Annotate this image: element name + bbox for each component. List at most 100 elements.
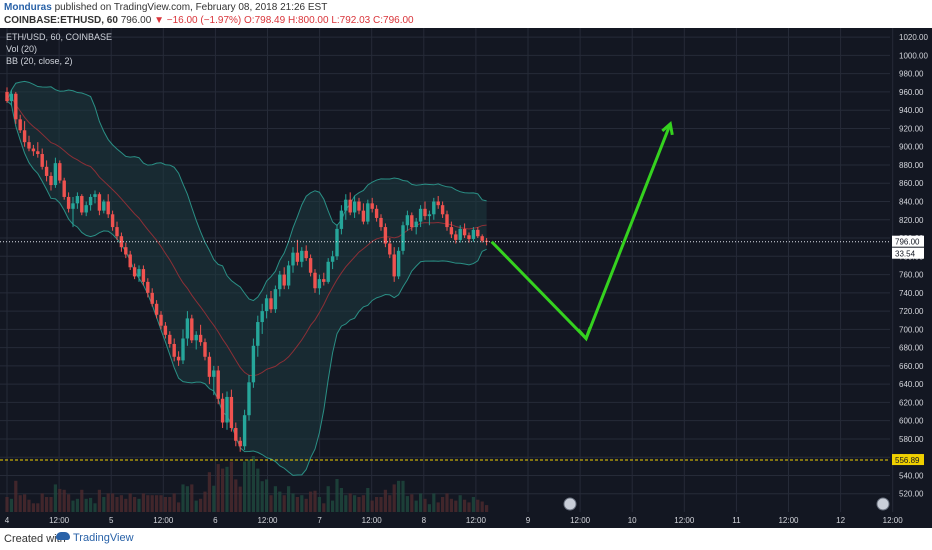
candle-body (181, 338, 185, 361)
y-tick-label: 840.00 (899, 198, 924, 207)
candle-body (44, 166, 49, 176)
volume-bar (432, 493, 436, 512)
chart-area[interactable]: 520.00540.00560.00580.00600.00620.00640.… (0, 28, 932, 528)
y-tick-label: 640.00 (899, 380, 924, 389)
candle-body (445, 214, 449, 228)
candle-body (344, 199, 348, 211)
volume-bar (238, 486, 242, 512)
volume-bar (115, 497, 119, 512)
candle-body (251, 345, 256, 383)
candle-body (418, 208, 423, 222)
candle-body (220, 398, 225, 423)
forecast-arrowhead-down (576, 326, 592, 342)
volume-bar (467, 502, 471, 512)
candle-body (212, 370, 216, 377)
volume-bar (335, 479, 339, 512)
price-change: ▼ −16.00 (−1.97%) (154, 15, 242, 26)
volume-bar (265, 479, 269, 512)
y-tick-label: 820.00 (899, 216, 924, 225)
candle-body (247, 382, 251, 416)
candle-body (339, 210, 344, 229)
x-tick-label: 12:00 (466, 516, 487, 525)
chart-footer: Created with TradingView (0, 528, 932, 550)
candle-body (115, 227, 119, 237)
candle-body (119, 236, 124, 248)
volume-bar (36, 503, 40, 512)
candle-body (36, 151, 40, 155)
candle-body (185, 318, 190, 339)
volume-bar (348, 493, 352, 512)
volume-bar (181, 484, 185, 512)
volume-bar (67, 494, 71, 512)
x-tick-label: 12:00 (49, 516, 70, 525)
candle-body (388, 243, 392, 255)
volume-bar (71, 500, 75, 512)
volume-bar (251, 456, 255, 512)
x-tick-label: 12:00 (883, 516, 904, 525)
candle-body (9, 93, 14, 102)
candle-body (440, 205, 445, 215)
candle-body (291, 252, 295, 266)
y-tick-label: 760.00 (899, 271, 924, 280)
candle-body (471, 229, 476, 239)
volume-bar (93, 503, 97, 512)
price-chart[interactable]: 520.00540.00560.00580.00600.00620.00640.… (0, 28, 932, 528)
candle-body (137, 269, 141, 277)
candle-body (203, 342, 207, 357)
volume-bar (137, 498, 141, 512)
x-tick-label: 11 (732, 516, 741, 525)
candle-body (427, 214, 432, 217)
candle-body (383, 227, 388, 244)
candle-body (5, 91, 9, 102)
candle-body (88, 196, 93, 206)
volume-bar (273, 486, 277, 512)
event-marker-icon (563, 497, 577, 511)
volume-bar (18, 495, 22, 512)
volume-bar (436, 502, 440, 512)
candle-body (480, 236, 484, 241)
volume-bar (146, 495, 150, 512)
candle-body (40, 154, 44, 167)
candle-body (225, 396, 229, 423)
event-marker-icon (876, 497, 890, 511)
candle-body (286, 265, 291, 286)
tradingview-logo[interactable]: TradingView (56, 532, 134, 544)
volume-bar (31, 503, 35, 512)
last-price-label: 796.00 (895, 238, 920, 247)
volume-bar (414, 500, 418, 512)
tradingview-logo-text: TradingView (73, 532, 134, 544)
volume-bar (419, 493, 423, 512)
publish-info: Monduras published on TradingView.com, F… (4, 2, 327, 13)
candle-body (264, 298, 269, 312)
x-tick-label: 12 (836, 516, 845, 525)
volume-bar (260, 481, 264, 512)
volume-bar (119, 495, 123, 512)
candle-body (84, 205, 88, 213)
candle-body (163, 325, 168, 335)
volume-bar (23, 494, 27, 512)
created-with-text: Created with (4, 533, 66, 545)
volume-bar (84, 498, 88, 512)
volume-bar (344, 495, 348, 512)
candle-body (278, 274, 282, 290)
candle-body (366, 203, 370, 222)
x-tick-label: 7 (317, 516, 322, 525)
candle-body (462, 228, 467, 236)
candle-body (71, 203, 75, 209)
candle-body (216, 370, 220, 399)
volume-bar (353, 495, 357, 512)
volume-bar (282, 495, 286, 512)
candle-body (449, 227, 454, 235)
y-tick-label: 940.00 (899, 106, 924, 115)
candle-body (322, 279, 326, 282)
candle-body (476, 229, 480, 237)
volume-bar (168, 497, 172, 512)
candle-body (62, 180, 66, 197)
y-tick-label: 660.00 (899, 362, 924, 371)
candle-body (207, 356, 212, 377)
candle-body (370, 203, 374, 209)
candle-body (27, 142, 31, 149)
author-link[interactable]: Monduras (4, 2, 52, 13)
candle-body (256, 322, 260, 346)
volume-bar (463, 499, 467, 512)
